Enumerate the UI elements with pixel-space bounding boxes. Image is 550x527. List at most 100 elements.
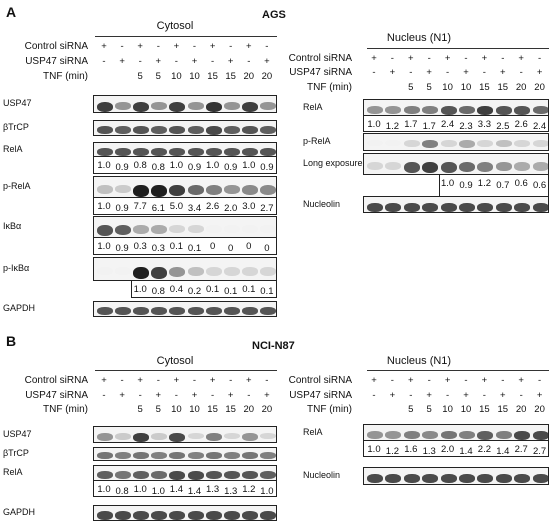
blot-band bbox=[477, 162, 494, 172]
condition-value: 15 bbox=[479, 82, 490, 93]
condition-value: 20 bbox=[261, 71, 273, 82]
band-quantification: 1.0 bbox=[97, 201, 111, 212]
condition-value: 10 bbox=[442, 404, 453, 415]
condition-value: - bbox=[409, 67, 413, 78]
blot-band bbox=[514, 105, 531, 115]
fraction-title: Cytosol bbox=[156, 20, 194, 32]
blot-band bbox=[422, 430, 439, 439]
condition-value: - bbox=[501, 375, 505, 386]
condition-value: + bbox=[371, 375, 377, 386]
condition-value: + bbox=[500, 67, 506, 78]
blot-band bbox=[532, 105, 548, 114]
western-blot-strip bbox=[363, 196, 549, 213]
condition-value: 10 bbox=[171, 404, 182, 415]
blot-band bbox=[259, 102, 276, 110]
condition-value: 20 bbox=[534, 82, 545, 93]
condition-label: TNF (min) bbox=[307, 404, 352, 415]
condition-value: - bbox=[138, 56, 142, 67]
condition-value: 20 bbox=[261, 404, 273, 415]
band-quantification: 3.4 bbox=[187, 203, 202, 214]
panel-letter: B bbox=[6, 333, 17, 349]
blot-label: p-RelA bbox=[303, 136, 331, 146]
blot-band bbox=[367, 162, 383, 170]
western-blot-strip bbox=[363, 153, 549, 175]
band-quantification: 0.8 bbox=[115, 486, 129, 497]
blot-band bbox=[115, 126, 132, 134]
blot-band bbox=[422, 162, 439, 173]
blot-band bbox=[385, 162, 402, 170]
blot-band bbox=[422, 202, 439, 212]
blot-band bbox=[422, 140, 439, 148]
blot-band bbox=[187, 126, 204, 134]
band-quantification: 6.1 bbox=[151, 203, 165, 214]
band-quantification: 1.2 bbox=[385, 121, 399, 132]
condition-value: + bbox=[101, 41, 107, 52]
condition-label: Control siRNA bbox=[288, 375, 352, 386]
blot-label: RelA bbox=[3, 143, 23, 154]
blot-band bbox=[459, 474, 475, 483]
band-quantification: 2.6 bbox=[514, 119, 528, 130]
blot-band bbox=[223, 452, 240, 459]
blot-band bbox=[367, 105, 383, 114]
western-blot-strip bbox=[93, 142, 277, 157]
blot-band bbox=[169, 307, 186, 315]
condition-value: + bbox=[191, 56, 198, 67]
blot-label: βTrCP bbox=[3, 448, 29, 458]
blot-band bbox=[259, 452, 276, 459]
blot-band bbox=[477, 474, 494, 483]
blot-band bbox=[133, 185, 150, 197]
condition-value: - bbox=[390, 53, 394, 64]
western-blot-strip bbox=[363, 99, 549, 116]
condition-value: 10 bbox=[189, 71, 200, 82]
blot-band bbox=[97, 307, 113, 315]
blot-band bbox=[403, 105, 420, 114]
condition-value: 20 bbox=[515, 404, 527, 415]
condition-value: - bbox=[211, 56, 215, 67]
blot-band bbox=[151, 511, 168, 520]
condition-label: TNF (min) bbox=[43, 404, 88, 415]
blot-band bbox=[115, 471, 132, 479]
condition-value: 15 bbox=[497, 82, 509, 93]
cell-line-title: NCI-N87 bbox=[252, 340, 295, 352]
condition-value: 5 bbox=[137, 71, 143, 82]
condition-value: + bbox=[389, 67, 396, 78]
band-quantification: 1.7 bbox=[404, 119, 418, 130]
western-blot-strip bbox=[93, 301, 277, 317]
condition-value: - bbox=[156, 41, 160, 52]
blot-label: βTrCP bbox=[3, 122, 29, 132]
western-blot-strip bbox=[363, 467, 549, 485]
blot-band bbox=[459, 162, 475, 172]
blot-band bbox=[133, 471, 150, 479]
condition-value: 20 bbox=[515, 82, 527, 93]
condition-value: + bbox=[426, 67, 432, 78]
blot-band bbox=[187, 452, 204, 459]
band-quantification: 1.2 bbox=[477, 178, 491, 189]
condition-value: - bbox=[138, 390, 142, 401]
blot-band bbox=[385, 202, 402, 212]
blot-band bbox=[115, 147, 132, 156]
blot-band bbox=[169, 511, 186, 520]
band-quantification: 2.2 bbox=[477, 444, 491, 455]
blot-band bbox=[259, 432, 276, 439]
blot-band bbox=[532, 202, 548, 212]
band-quantification: 2.6 bbox=[205, 201, 220, 212]
band-quantification: 0 bbox=[228, 243, 234, 254]
band-quantification: 0.1 bbox=[242, 284, 256, 295]
condition-value: 15 bbox=[497, 404, 509, 415]
blot-band bbox=[403, 140, 420, 147]
condition-value: 5 bbox=[408, 82, 414, 93]
blot-band bbox=[477, 430, 494, 440]
blot-band bbox=[205, 185, 222, 195]
condition-value: - bbox=[174, 56, 178, 67]
blot-band bbox=[151, 471, 168, 479]
blot-band bbox=[259, 147, 276, 156]
condition-value: 5 bbox=[137, 404, 143, 415]
band-quantification: 0.3 bbox=[151, 243, 165, 254]
band-quantification: 1.3 bbox=[205, 484, 220, 495]
blot-band bbox=[440, 140, 457, 147]
condition-value: 5 bbox=[426, 404, 432, 415]
condition-label: USP47 siRNA bbox=[25, 56, 88, 67]
blot-band bbox=[187, 432, 204, 439]
blot-band bbox=[151, 307, 168, 315]
condition-value: + bbox=[173, 41, 180, 52]
